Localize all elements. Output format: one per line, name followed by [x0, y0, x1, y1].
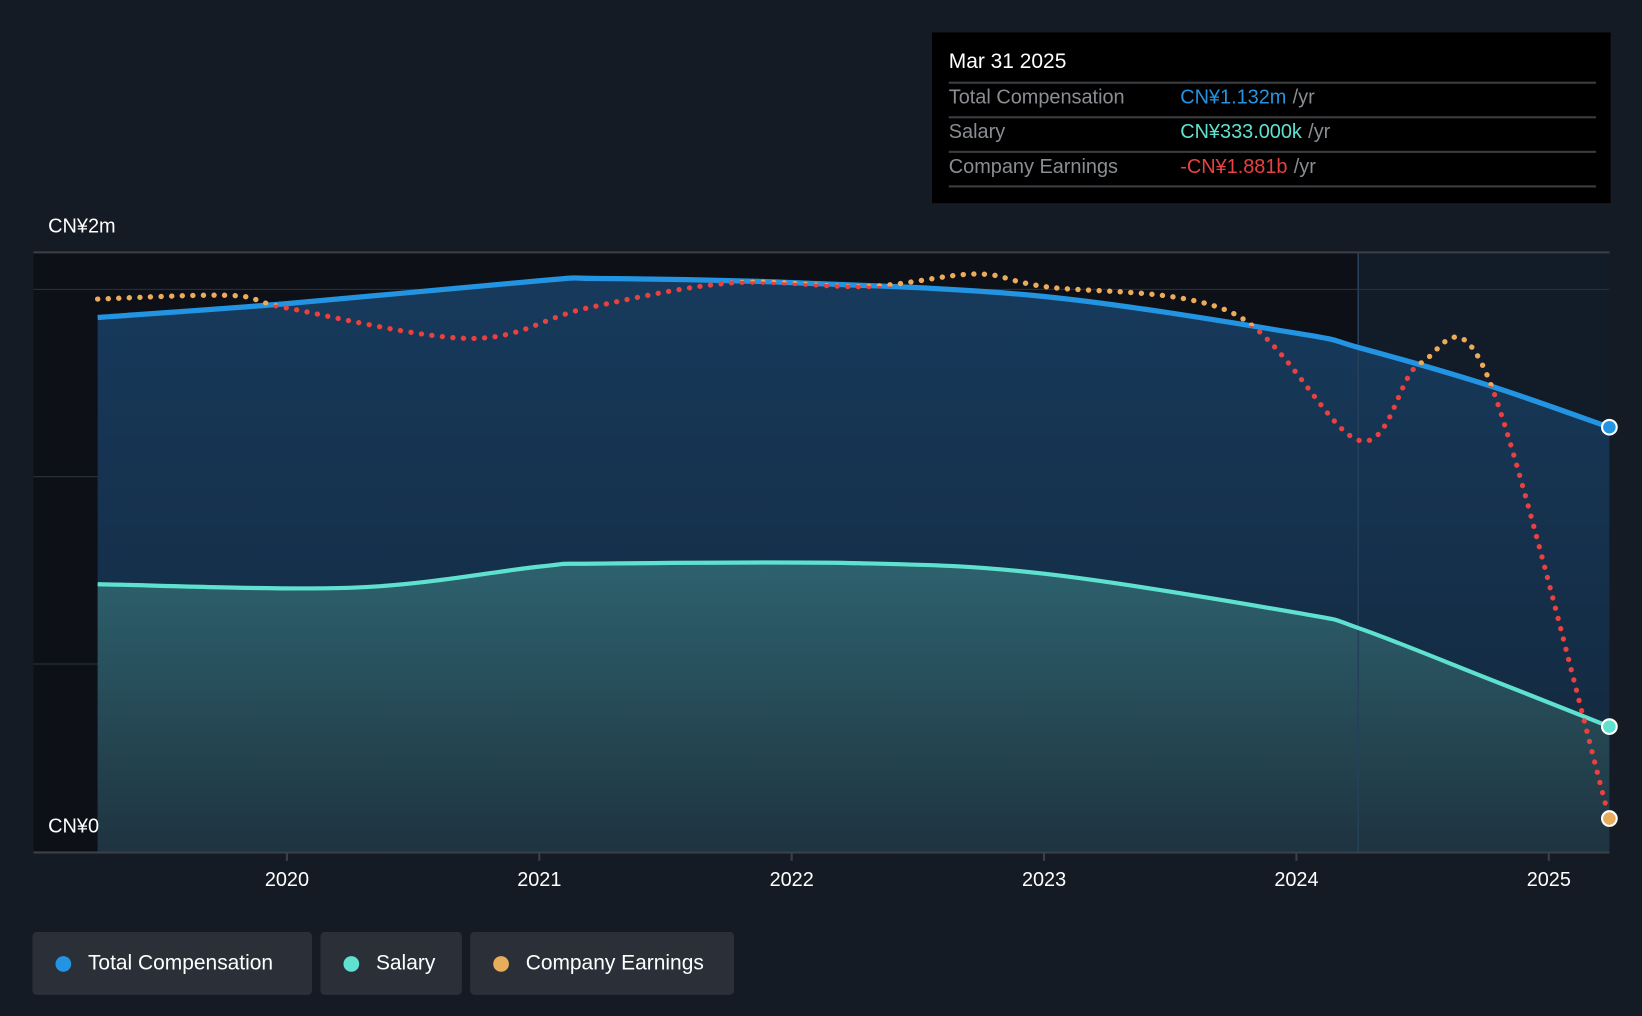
legend-label: Salary: [375, 951, 436, 975]
total-compensation-line[interactable]: [97, 275, 1611, 430]
x-tick-label: 2023: [1022, 869, 1066, 891]
tooltip-label: Company Earnings: [948, 156, 1118, 179]
tooltip-unit: /yr: [1308, 121, 1331, 144]
x-tick-label: 2021: [517, 869, 561, 891]
legend-dot-icon: [343, 955, 360, 972]
x-tick-label: 2024: [1274, 869, 1318, 891]
tooltip-label: Total Compensation: [948, 86, 1125, 109]
tooltip-value-wrap: CN¥333.000k/yr: [1180, 121, 1330, 144]
tooltip-value-wrap: CN¥1.132m/yr: [1180, 87, 1315, 110]
legend-label: Company Earnings: [525, 951, 704, 975]
tooltip-label: Salary: [948, 121, 1006, 144]
salary-line[interactable]: [97, 560, 1611, 729]
tooltip-value-wrap: -CN¥1.881b/yr: [1180, 156, 1316, 179]
tooltip-row-company-earnings: Company Earnings -CN¥1.881b/yr: [948, 150, 1596, 188]
tooltip-unit: /yr: [1292, 86, 1315, 109]
tooltip-value: CN¥333.000k: [1180, 121, 1302, 144]
tooltip-row-total-compensation: Total Compensation CN¥1.132m/yr: [948, 81, 1596, 119]
salary-area: [97, 562, 1610, 852]
legend-total-compensation[interactable]: Total Compensation: [32, 932, 313, 995]
y-axis-label-zero: CN¥0: [48, 815, 100, 838]
legend-company-earnings[interactable]: Company Earnings: [470, 932, 735, 995]
x-tick-label: 2020: [265, 869, 309, 891]
y-axis-label-max: CN¥2m: [48, 215, 116, 238]
x-tick-label: 2022: [770, 869, 814, 891]
legend-dot-icon: [55, 955, 72, 972]
legend-dot-icon: [493, 955, 509, 972]
legend-salary[interactable]: Salary: [320, 932, 462, 995]
tooltip-unit: /yr: [1293, 156, 1316, 179]
tooltip: Mar 31 2025 Total Compensation CN¥1.132m…: [932, 32, 1611, 204]
total-compensation-end-dot[interactable]: [1601, 418, 1618, 436]
legend-label: Total Compensation: [87, 951, 274, 975]
salary-end-dot[interactable]: [1601, 718, 1618, 735]
tooltip-row-salary: Salary CN¥333.000k/yr: [948, 116, 1596, 153]
company-earnings-end-dot[interactable]: [1601, 810, 1618, 827]
x-tick-label: 2025: [1527, 869, 1571, 891]
tooltip-divider: [948, 185, 1596, 188]
tooltip-value: CN¥1.132m: [1180, 86, 1287, 109]
tooltip-value: -CN¥1.881b: [1180, 156, 1288, 179]
tooltip-date: Mar 31 2025: [948, 50, 1067, 74]
